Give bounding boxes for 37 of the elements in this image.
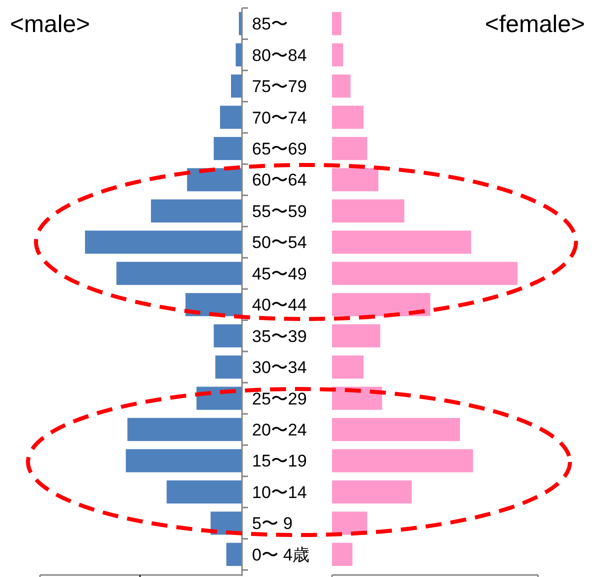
y-tick-label: 40〜44 bbox=[252, 296, 307, 315]
bar bbox=[332, 74, 351, 98]
chart-title: <male> bbox=[10, 11, 90, 38]
y-tick-label: 65〜69 bbox=[252, 140, 307, 158]
bar bbox=[332, 136, 368, 160]
y-tick-label: 55〜59 bbox=[252, 202, 307, 221]
y-tick-label: 10〜14 bbox=[252, 482, 307, 502]
bar bbox=[332, 106, 364, 129]
bar bbox=[332, 230, 472, 254]
y-tick-label: 25〜29 bbox=[252, 389, 307, 408]
y-tick-label: 85〜 bbox=[252, 14, 288, 34]
bar bbox=[332, 12, 342, 36]
y-tick-label: 45〜49 bbox=[252, 264, 307, 284]
bar bbox=[332, 199, 404, 222]
bar bbox=[332, 449, 473, 472]
bar bbox=[332, 356, 364, 379]
bar bbox=[332, 168, 378, 192]
y-tick-label: 80〜84 bbox=[252, 46, 307, 65]
y-tick-label: 5〜 9 bbox=[252, 514, 293, 534]
bar bbox=[332, 512, 368, 535]
bar bbox=[332, 542, 352, 566]
bar bbox=[332, 293, 430, 316]
bar bbox=[332, 43, 344, 66]
bar bbox=[332, 262, 518, 285]
y-tick-label: 70〜74 bbox=[252, 108, 307, 128]
chart-title: <female> bbox=[484, 11, 585, 38]
bar bbox=[332, 418, 460, 442]
y-tick-label: 75〜79 bbox=[252, 77, 307, 96]
y-tick-label: 20〜24 bbox=[252, 420, 307, 440]
y-tick-label: 30〜34 bbox=[252, 358, 307, 378]
bar bbox=[332, 324, 380, 348]
y-tick-label: 60〜64 bbox=[252, 170, 307, 190]
y-tick-label: 35〜39 bbox=[252, 326, 307, 346]
y-tick-label: 50〜54 bbox=[252, 233, 307, 252]
y-tick-label: 15〜19 bbox=[252, 452, 307, 471]
y-tick-label: 0〜 4歳 bbox=[252, 545, 310, 564]
bar bbox=[332, 480, 412, 504]
